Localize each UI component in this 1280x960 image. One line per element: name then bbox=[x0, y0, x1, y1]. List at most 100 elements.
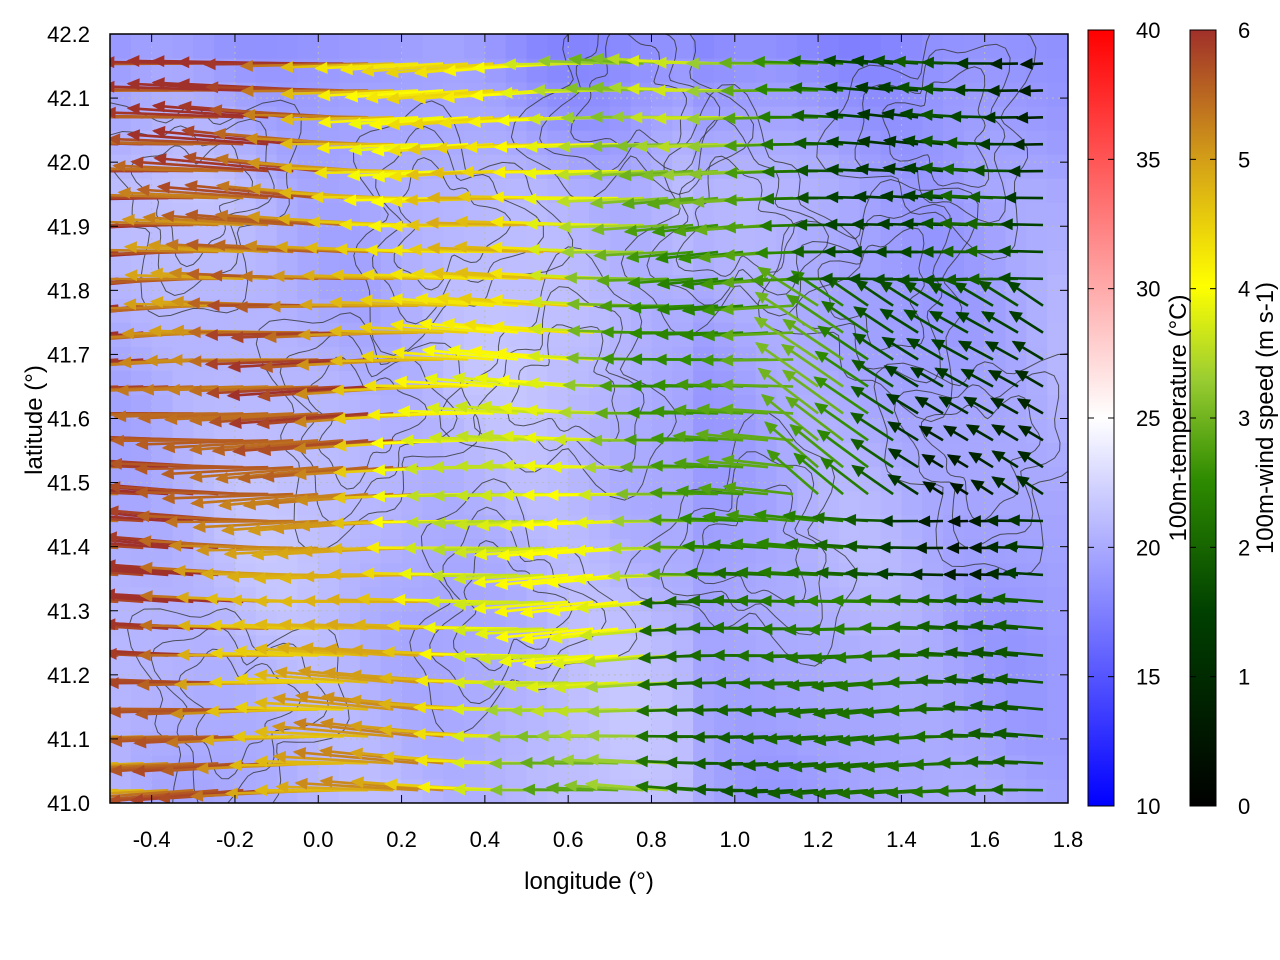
wind-arrowhead bbox=[598, 300, 612, 313]
temperature-cell bbox=[963, 34, 986, 59]
wind-arrowhead bbox=[398, 567, 412, 580]
temperature-cell bbox=[422, 274, 444, 299]
wind-arrowhead bbox=[760, 650, 774, 663]
wind-arrowhead bbox=[817, 325, 832, 338]
temperature-cell bbox=[672, 634, 694, 660]
wind-arrowhead bbox=[719, 354, 733, 367]
wind-arrowhead bbox=[692, 757, 706, 770]
wind-arrowhead bbox=[176, 648, 190, 661]
temperature-cell bbox=[568, 34, 590, 59]
wind-arrowhead bbox=[711, 649, 725, 662]
wind-arrowhead bbox=[723, 139, 737, 152]
wind-arrowhead bbox=[720, 84, 734, 97]
wind-arrowhead bbox=[582, 655, 596, 668]
wind-vector bbox=[110, 512, 194, 523]
wind-arrowhead bbox=[590, 223, 605, 236]
temperature-cell bbox=[922, 250, 944, 275]
wind-arrowhead bbox=[550, 657, 565, 670]
temperature-cell bbox=[776, 250, 798, 275]
wind-arrowhead bbox=[371, 170, 385, 183]
wind-arrowhead bbox=[454, 489, 468, 502]
wind-arrowhead bbox=[121, 213, 135, 226]
wind-arrowhead bbox=[808, 652, 823, 665]
wind-arrowhead bbox=[881, 108, 895, 121]
wind-arrowhead bbox=[44, 763, 57, 775]
wind-arrowhead bbox=[918, 425, 933, 438]
temperature-cell bbox=[714, 490, 736, 516]
wind-arrowhead bbox=[721, 249, 735, 261]
wind-arrowhead bbox=[589, 434, 603, 447]
temperature-cell bbox=[1026, 586, 1048, 612]
temperature-cell bbox=[672, 466, 694, 492]
wind-arrowhead bbox=[885, 393, 901, 406]
wind-arrowhead bbox=[137, 649, 151, 662]
wind-arrowhead bbox=[6, 560, 19, 572]
wind-arrowhead bbox=[123, 298, 137, 311]
temperature-cell bbox=[1047, 178, 1068, 203]
temperature-cell bbox=[630, 466, 653, 492]
wind-arrowhead bbox=[294, 387, 308, 400]
temperature-cell bbox=[734, 202, 757, 227]
wind-arrowhead bbox=[687, 622, 701, 634]
wind-vector bbox=[361, 298, 469, 307]
wind-vector bbox=[448, 348, 544, 361]
wind-arrowhead bbox=[758, 566, 772, 579]
wind-vector bbox=[197, 546, 319, 552]
wind-arrowhead bbox=[584, 778, 599, 791]
temperature-cell bbox=[505, 130, 528, 155]
wind-arrowhead bbox=[110, 481, 121, 494]
temperature-cell bbox=[339, 250, 361, 275]
wind-arrowhead bbox=[858, 594, 872, 607]
wind-arrowhead bbox=[967, 727, 981, 740]
wind-arrowhead bbox=[457, 190, 471, 203]
wind-vector bbox=[346, 89, 444, 99]
wind-vector bbox=[230, 412, 369, 426]
wind-arrowhead bbox=[751, 55, 765, 68]
wind-arrowhead bbox=[858, 622, 872, 634]
wind-arrowhead bbox=[719, 785, 733, 797]
temperature-cell bbox=[672, 130, 694, 155]
temperature-cell bbox=[1026, 466, 1048, 492]
wind-arrowhead bbox=[537, 55, 551, 68]
temperature-cell bbox=[734, 34, 757, 59]
wind-arrowhead bbox=[137, 411, 151, 424]
wind-arrowhead bbox=[509, 704, 523, 717]
wind-arrowhead bbox=[856, 108, 871, 121]
wind-vector bbox=[185, 183, 319, 200]
wind-arrowhead bbox=[319, 775, 333, 788]
wind-arrowhead bbox=[762, 705, 776, 718]
wind-arrowhead bbox=[33, 312, 47, 324]
temperature-cell bbox=[797, 658, 819, 684]
wind-arrowhead bbox=[0, 679, 3, 691]
wind-vector bbox=[758, 367, 819, 415]
temperature-cell bbox=[526, 274, 548, 299]
temperature-cell bbox=[568, 658, 590, 684]
wind-vector bbox=[454, 573, 544, 581]
wind-arrowhead bbox=[589, 81, 604, 94]
wind-arrowhead bbox=[753, 509, 767, 522]
wind-arrowhead bbox=[664, 782, 678, 794]
temperature-cell bbox=[755, 226, 777, 251]
y-tick-label: 41.8 bbox=[47, 278, 90, 303]
wind-arrowhead bbox=[389, 319, 404, 332]
wind-arrowhead bbox=[720, 303, 734, 316]
wind-arrowhead bbox=[879, 515, 893, 528]
wind-vector bbox=[110, 595, 169, 604]
wind-arrowhead bbox=[356, 593, 370, 606]
wind-arrowhead bbox=[834, 679, 849, 692]
wind-arrowhead bbox=[986, 84, 1000, 97]
wind-arrowhead bbox=[426, 191, 440, 204]
temperature-cell bbox=[1047, 202, 1068, 227]
wind-vector bbox=[433, 546, 519, 552]
wind-vector bbox=[562, 758, 644, 765]
wind-arrowhead bbox=[349, 747, 363, 760]
wind-arrowhead bbox=[757, 367, 772, 381]
wind-vector bbox=[163, 439, 294, 450]
wind-arrowhead bbox=[502, 58, 516, 71]
wind-vector bbox=[648, 196, 719, 206]
temperature-cell bbox=[568, 394, 590, 420]
wind-arrowhead bbox=[0, 735, 12, 747]
wind-arrowhead bbox=[725, 509, 739, 522]
wind-arrowhead bbox=[519, 606, 533, 619]
temperature-cell bbox=[963, 706, 986, 732]
